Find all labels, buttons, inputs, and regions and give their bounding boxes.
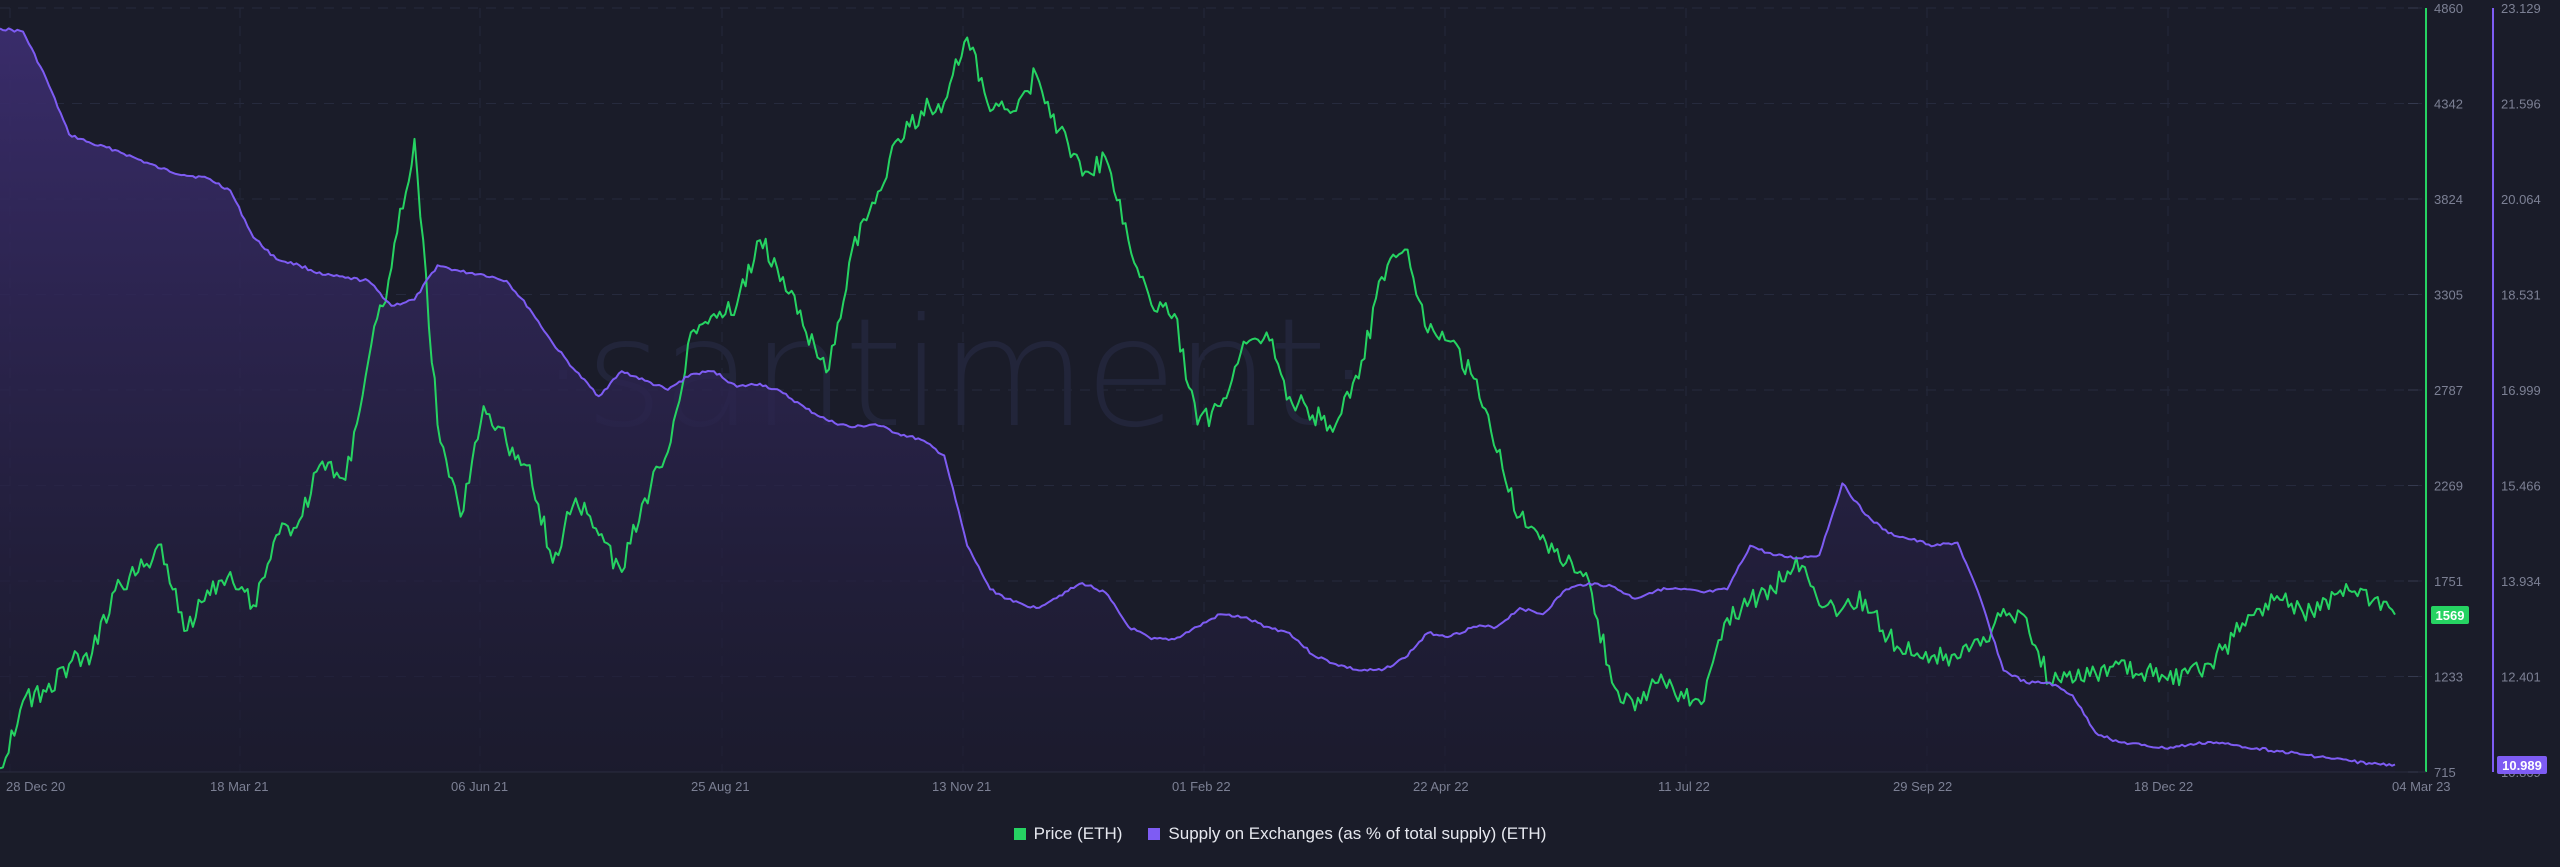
supply-series-line[interactable] [0, 27, 2396, 767]
price-current-badge: 1569 [2431, 606, 2469, 624]
date-axis-tick-label: 22 Apr 22 [1413, 779, 1469, 794]
supply-axis-tick-label: 18.531 [2501, 288, 2541, 303]
supply-axis-tick-label: 12.401 [2501, 670, 2541, 685]
supply-current-badge: 10.989 [2497, 756, 2547, 774]
supply-axis-tick-label: 20.064 [2501, 192, 2541, 207]
date-axis-tick-label: 25 Aug 21 [691, 779, 750, 794]
price-axis-tick-label: 2787 [2434, 383, 2463, 398]
legend-swatch-price-icon [1013, 828, 1026, 840]
price-axis-tick-label: 715 [2434, 765, 2456, 780]
price-axis-tick-label: 1233 [2434, 670, 2463, 685]
legend-swatch-supply-icon [1148, 828, 1161, 840]
date-axis-ticks: 28 Dec 20 18 Mar 21 06 Jun 21 25 Aug 21 13 N… [6, 779, 2451, 794]
date-axis-tick-label: 11 Jul 22 [1658, 779, 1710, 794]
date-axis-tick-label: 04 Mar 23 [2392, 779, 2451, 794]
price-series-line[interactable] [0, 36, 2396, 770]
price-axis-tick-label: 1751 [2434, 574, 2463, 589]
price-axis-ticks: 4860 4342 3824 3305 2787 2269 1751 1233 715 [2408, 1, 2463, 780]
supply-axis-tick-label: 16.999 [2501, 383, 2541, 398]
date-axis-tick-label: 18 Mar 21 [210, 779, 269, 794]
price-axis-tick-label: 3824 [2434, 192, 2463, 207]
date-axis-tick-label: 01 Feb 22 [1172, 779, 1231, 794]
date-axis-tick-label: 29 Sep 22 [1893, 779, 1952, 794]
svg-text:10.989: 10.989 [2502, 758, 2542, 773]
supply-area-fill [0, 28, 2395, 772]
supply-axis-tick-label: 21.596 [2501, 97, 2541, 112]
supply-axis-tick-label: 23.129 [2501, 1, 2541, 16]
legend-label-price: Price (ETH) [1033, 824, 1123, 843]
date-axis-tick-label: 18 Dec 22 [2134, 779, 2193, 794]
supply-axis-ticks: 23.129 21.596 20.064 18.531 16.999 15.466 13.9… [2501, 1, 2541, 780]
date-axis-tick-label: 06 Jun 21 [451, 779, 508, 794]
price-axis-tick-label: 4860 [2434, 1, 2463, 16]
date-axis-tick-label: 28 Dec 20 [6, 779, 65, 794]
legend-item-price[interactable]: Price (ETH) [1013, 824, 1123, 844]
supply-axis-tick-label: 15.466 [2501, 479, 2541, 494]
date-axis-tick-label: 13 Nov 21 [932, 779, 991, 794]
chart-legend: Price (ETH) Supply on Exchanges (as % of… [0, 820, 2560, 848]
price-axis-tick-label: 4342 [2434, 97, 2463, 112]
legend-label-supply: Supply on Exchanges (as % of total suppl… [1168, 824, 1547, 843]
svg-text:1569: 1569 [2436, 608, 2465, 623]
price-axis-tick-label: 3305 [2434, 288, 2463, 303]
supply-axis-tick-label: 13.934 [2501, 574, 2541, 589]
price-axis-tick-label: 2269 [2434, 479, 2463, 494]
legend-item-supply[interactable]: Supply on Exchanges (as % of total suppl… [1148, 824, 1546, 844]
